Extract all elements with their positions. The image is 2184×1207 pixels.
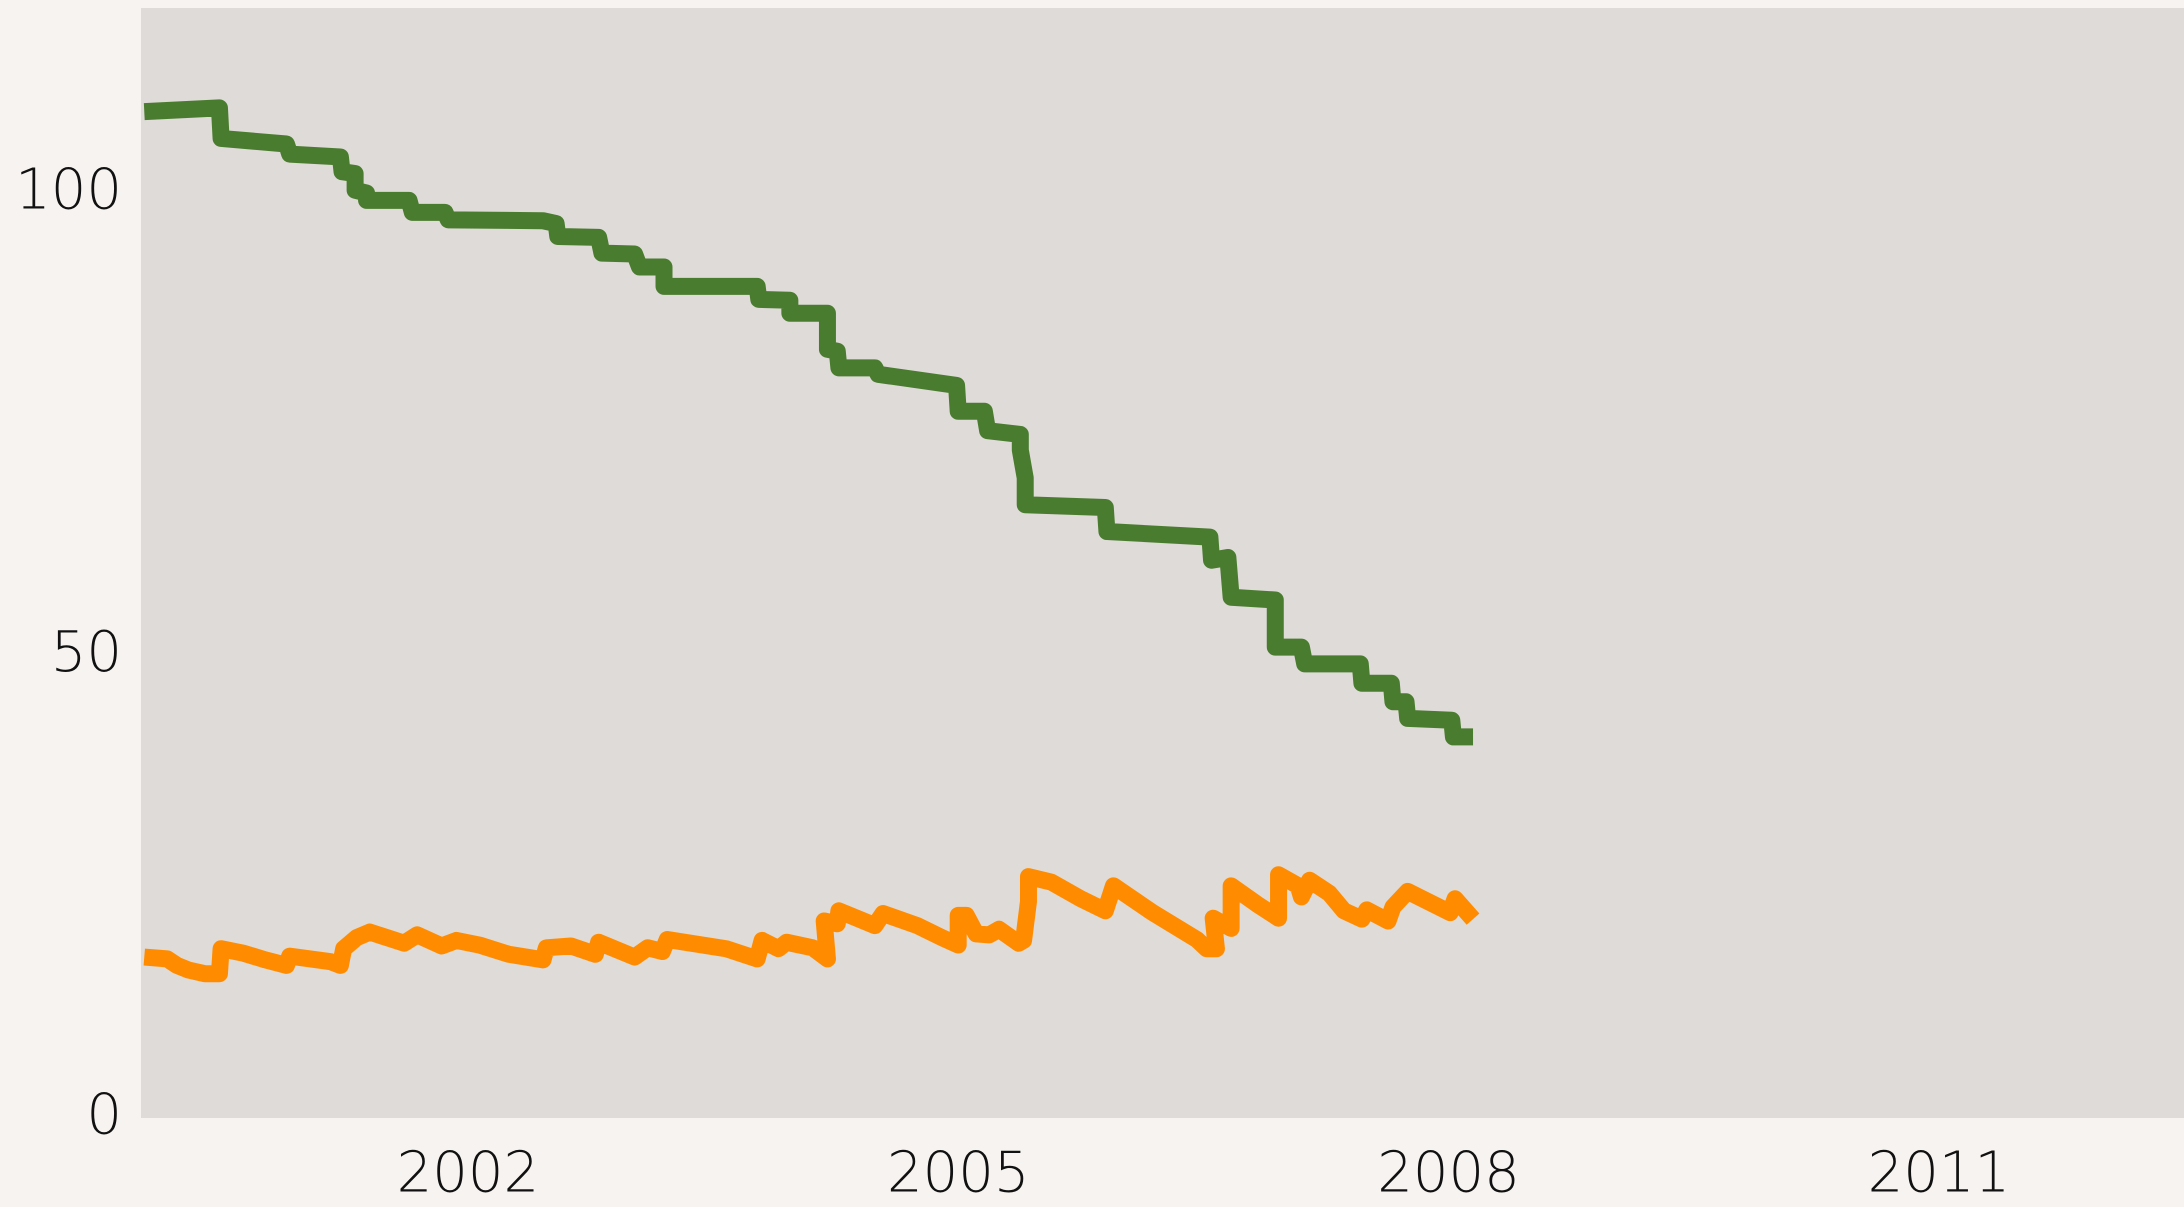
x-tick-label: 2008 [1377, 1140, 1520, 1205]
y-tick-label: 0 [86, 1082, 122, 1147]
x-tick-label: 2011 [1868, 1140, 2011, 1205]
x-tick-label: 2005 [887, 1140, 1030, 1205]
y-tick-label: 50 [51, 620, 122, 685]
line-series [143, 866, 1480, 983]
x-tick-label: 2002 [397, 1140, 540, 1205]
line-series [143, 99, 1474, 746]
plot-area [141, 8, 2184, 1118]
y-tick-label: 100 [15, 157, 122, 222]
